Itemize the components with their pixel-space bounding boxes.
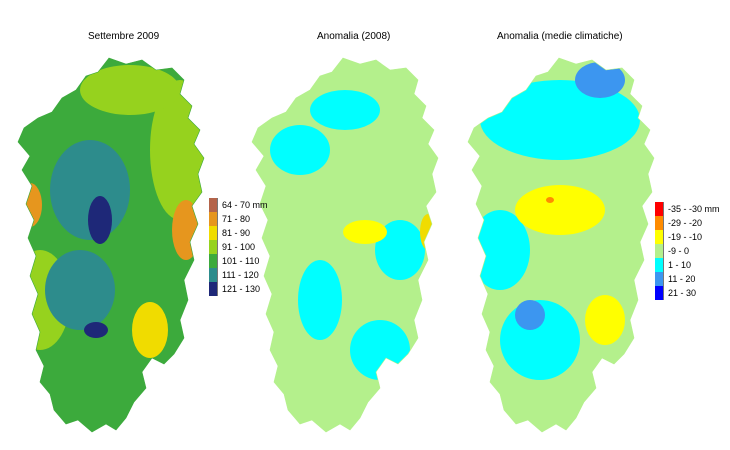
legend-label: -19 - -10: [668, 232, 703, 242]
legend-label: 64 - 70 mm: [222, 200, 268, 210]
legend-label: 101 - 110: [222, 256, 260, 266]
legend-label: -29 - -20: [668, 218, 703, 228]
map-title-anomalia-climatiche: Anomalia (medie climatiche): [497, 31, 623, 42]
legend-swatch: [655, 258, 664, 272]
legend-item: 81 - 90: [209, 226, 250, 240]
legend-settembre: 64 - 70 mm 71 - 80 81 - 90 91 - 100 101 …: [209, 198, 309, 298]
legend-swatch: [209, 254, 218, 268]
legend-swatch: [209, 198, 218, 212]
legend-item: 71 - 80: [209, 212, 250, 226]
legend-label: 81 - 90: [222, 228, 251, 238]
legend-label: 71 - 80: [222, 214, 251, 224]
legend-item: 1 - 10: [655, 258, 691, 272]
map-title-settembre: Settembre 2009: [88, 31, 160, 42]
legend-swatch: [655, 272, 664, 286]
legend-swatch: [209, 268, 218, 282]
legend-item: -35 - -30 mm: [655, 202, 720, 216]
legend-item: 111 - 120: [209, 268, 259, 282]
legend-item: 64 - 70 mm: [209, 198, 268, 212]
legend-item: 91 - 100: [209, 240, 255, 254]
map-title-anomalia-2008: Anomalia (2008): [317, 31, 391, 42]
legend-anomalia: -35 - -30 mm -29 - -20 -19 - -10 -9 - 0 …: [655, 202, 730, 302]
legend-label: 91 - 100: [222, 242, 256, 252]
map-anomalia-climatiche: [467, 57, 655, 433]
legend-item: 121 - 130: [209, 282, 260, 296]
legend-swatch: [209, 282, 218, 296]
legend-item: -9 - 0: [655, 244, 689, 258]
legend-swatch: [655, 202, 664, 216]
legend-swatch: [209, 240, 218, 254]
legend-item: 11 - 20: [655, 272, 695, 286]
legend-label: -35 - -30 mm: [668, 204, 720, 214]
legend-swatch: [209, 212, 218, 226]
legend-label: -9 - 0: [668, 246, 690, 256]
legend-label: 21 - 30: [668, 288, 697, 298]
legend-swatch: [209, 226, 218, 240]
legend-swatch: [655, 244, 664, 258]
legend-item: 101 - 110: [209, 254, 259, 268]
legend-item: 21 - 30: [655, 286, 696, 300]
legend-label: 11 - 20: [668, 274, 696, 284]
legend-label: 1 - 10: [668, 260, 692, 270]
legend-label: 121 - 130: [222, 284, 261, 294]
legend-swatch: [655, 216, 664, 230]
legend-label: 111 - 120: [222, 270, 259, 280]
legend-item: -29 - -20: [655, 216, 702, 230]
legend-item: -19 - -10: [655, 230, 702, 244]
legend-swatch: [655, 230, 664, 244]
legend-swatch: [655, 286, 664, 300]
map-settembre-2009: [17, 57, 205, 433]
